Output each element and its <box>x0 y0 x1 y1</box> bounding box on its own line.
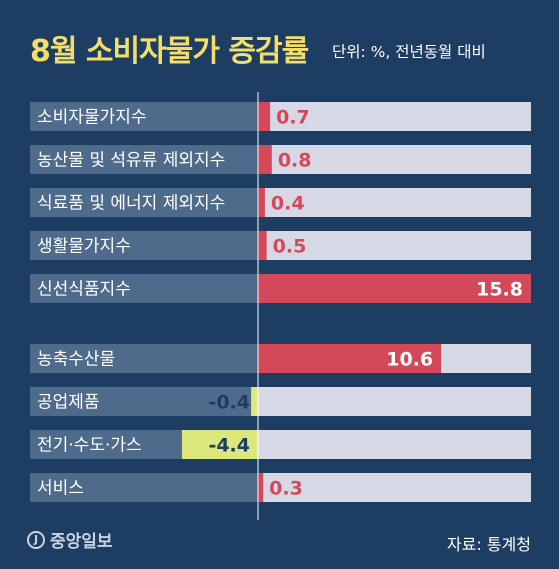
category-label: 공업제품 <box>37 393 100 413</box>
bar-track <box>258 430 531 459</box>
category-band <box>30 387 258 416</box>
publisher-logo: J 중앙일보 <box>27 527 113 552</box>
unit-note: 단위: %, 전년동월 대비 <box>332 43 486 61</box>
bar <box>258 274 531 303</box>
bar <box>258 188 265 217</box>
bar <box>258 344 442 373</box>
bar <box>258 231 267 260</box>
category-band <box>30 102 258 131</box>
value-label: 10.6 <box>386 349 433 371</box>
value-label: 15.8 <box>476 279 523 301</box>
bar-track <box>258 387 531 416</box>
value-label: 0.7 <box>276 107 310 129</box>
bar <box>258 145 272 174</box>
source-note: 자료: 통계청 <box>446 535 531 554</box>
bar-track <box>258 231 531 260</box>
value-label: -0.4 <box>208 392 250 414</box>
bar-track <box>258 473 531 502</box>
value-label: -4.4 <box>208 435 250 457</box>
category-label: 농축수산물 <box>37 350 115 370</box>
value-label: 0.4 <box>271 193 305 215</box>
category-label: 소비자물가지수 <box>37 108 146 128</box>
bar <box>258 473 264 502</box>
category-band <box>30 231 258 260</box>
bar-track <box>258 145 531 174</box>
value-label: 0.5 <box>273 236 307 258</box>
category-band <box>30 145 258 174</box>
category-label: 전기·수도·가스 <box>37 436 142 456</box>
category-label: 식료품 및 에너지 제외지수 <box>37 194 225 214</box>
logo-text: 중앙일보 <box>50 532 113 552</box>
category-label: 생활물가지수 <box>37 237 131 257</box>
category-label: 신선식품지수 <box>37 280 131 300</box>
bar <box>258 102 271 131</box>
chart-title: 8월 소비자물가 증감률 <box>30 34 309 69</box>
category-band <box>30 274 258 303</box>
bar <box>181 430 258 459</box>
category-band <box>30 344 258 373</box>
category-band <box>30 473 258 502</box>
value-label: 0.8 <box>278 150 312 172</box>
value-label: 0.3 <box>269 478 303 500</box>
bar-track <box>258 188 531 217</box>
jungang-logo-icon: J <box>27 530 45 549</box>
bar <box>251 387 258 416</box>
bar-track <box>258 102 531 131</box>
category-label: 서비스 <box>37 479 84 499</box>
category-band <box>30 188 258 217</box>
category-label: 농산물 및 석유류 제외지수 <box>37 151 225 171</box>
